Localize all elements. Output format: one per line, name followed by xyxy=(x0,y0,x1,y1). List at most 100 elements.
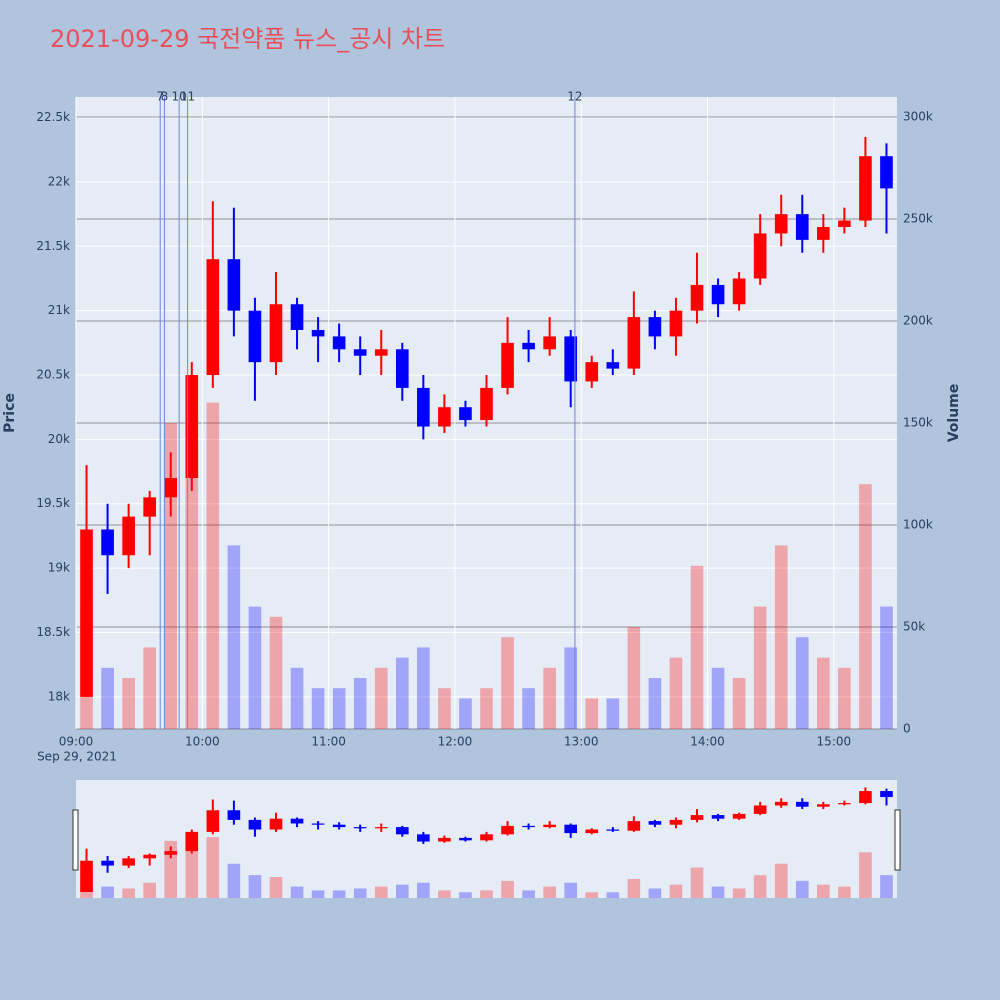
y-tick-label: 19k xyxy=(48,561,70,575)
volume-bar xyxy=(838,667,851,729)
candle-body xyxy=(817,227,830,240)
candle-body xyxy=(122,858,135,866)
volume-bar xyxy=(627,626,641,729)
slider-volume-bar xyxy=(101,886,114,898)
candle-body xyxy=(459,407,472,421)
volume-bar xyxy=(122,677,135,729)
y2-tick-label: 200k xyxy=(903,313,933,327)
candle-body xyxy=(585,362,599,382)
candle-body xyxy=(185,831,199,852)
candle-body xyxy=(248,819,262,830)
slider-volume-bar xyxy=(459,892,472,898)
slider-volume-bar xyxy=(648,888,662,898)
annotation-label: 10 xyxy=(172,90,187,104)
slider-volume-bar xyxy=(585,892,599,898)
candle-body xyxy=(838,220,851,228)
volume-bar xyxy=(395,657,409,729)
slider-volume-bar xyxy=(795,880,809,898)
annotation-label: 7 xyxy=(156,90,164,104)
volume-bar xyxy=(795,637,809,729)
slider-volume-bar xyxy=(711,886,725,898)
candle-body xyxy=(774,801,788,806)
volume-bar xyxy=(522,688,535,729)
volume-bar xyxy=(690,565,704,729)
candle-body xyxy=(395,827,409,835)
candle-body xyxy=(311,823,325,825)
y2-tick-label: 50k xyxy=(903,619,925,633)
candle-body xyxy=(206,810,220,832)
slider-volume-bar xyxy=(438,890,451,898)
candle-body xyxy=(164,851,178,855)
slider-volume-bar xyxy=(859,852,872,898)
slider-handle[interactable] xyxy=(72,809,79,871)
slider-volume-bar xyxy=(753,875,767,898)
slider-volume-bar xyxy=(269,877,283,898)
candle-body xyxy=(690,815,704,820)
candle-body xyxy=(606,829,620,831)
slider-handle[interactable] xyxy=(894,809,901,871)
slider-volume-bar xyxy=(480,890,493,898)
candle-body xyxy=(164,478,178,498)
candle-body xyxy=(269,304,283,363)
slider-volume-bar xyxy=(206,837,220,898)
y-tick-label: 21k xyxy=(48,303,70,317)
candle-body xyxy=(753,233,767,279)
candle-body xyxy=(353,827,367,829)
candle-body xyxy=(501,825,514,835)
slider-volume-bar xyxy=(122,888,135,898)
y2-tick-label: 0 xyxy=(903,722,911,736)
volume-bar xyxy=(101,667,114,729)
volume-bar xyxy=(206,402,220,729)
candle-body xyxy=(332,336,346,350)
volume-bar xyxy=(248,606,262,729)
y2-tick-label: 250k xyxy=(903,211,933,225)
slider-volume-bar xyxy=(143,882,156,898)
candle-body xyxy=(627,821,641,831)
candle-body xyxy=(648,821,662,825)
slider-volume-bar xyxy=(522,890,535,898)
candle-body xyxy=(564,336,578,382)
candle-body xyxy=(585,829,599,834)
candle-body xyxy=(143,854,156,859)
volume-bar xyxy=(732,677,746,729)
annotation-label: 8 xyxy=(161,90,169,104)
y-tick-label: 20.5k xyxy=(36,368,70,382)
slider-volume-bar xyxy=(501,880,514,898)
volume-bar xyxy=(290,667,304,729)
candle-body xyxy=(438,837,451,842)
annotation-label: 12 xyxy=(567,90,582,104)
volume-bar xyxy=(648,677,662,729)
candle-body xyxy=(227,259,241,311)
candle-body xyxy=(80,860,93,892)
y-tick-label: 19.5k xyxy=(36,496,70,510)
slider-volume-bar xyxy=(227,863,241,898)
x-tick-label: 10:00 xyxy=(185,735,220,749)
volume-bar xyxy=(543,667,556,729)
candle-body xyxy=(185,375,199,479)
candle-body xyxy=(711,815,725,819)
candle-body xyxy=(880,791,893,798)
candle-body xyxy=(880,156,893,189)
candle-body xyxy=(690,284,704,311)
candle-body xyxy=(543,336,556,350)
candle-body xyxy=(101,529,114,556)
volume-bar xyxy=(711,667,725,729)
volume-bar xyxy=(859,484,872,729)
candle-body xyxy=(795,214,809,240)
candle-body xyxy=(480,387,493,421)
candle-body xyxy=(732,278,746,305)
y-tick-label: 20k xyxy=(48,432,70,446)
x-tick-label: 11:00 xyxy=(311,735,346,749)
y-tick-label: 22k xyxy=(48,174,70,188)
annotation-label: 11 xyxy=(180,90,195,104)
candle-body xyxy=(227,810,241,820)
slider-volume-bar xyxy=(395,884,409,898)
volume-bar xyxy=(417,647,430,729)
slider-volume-bar xyxy=(185,844,199,898)
candle-body xyxy=(795,801,809,807)
volume-bar xyxy=(143,647,156,729)
candle-body xyxy=(101,860,114,866)
candle-body xyxy=(480,834,493,841)
candle-body xyxy=(311,329,325,337)
volume-bar xyxy=(480,688,493,729)
